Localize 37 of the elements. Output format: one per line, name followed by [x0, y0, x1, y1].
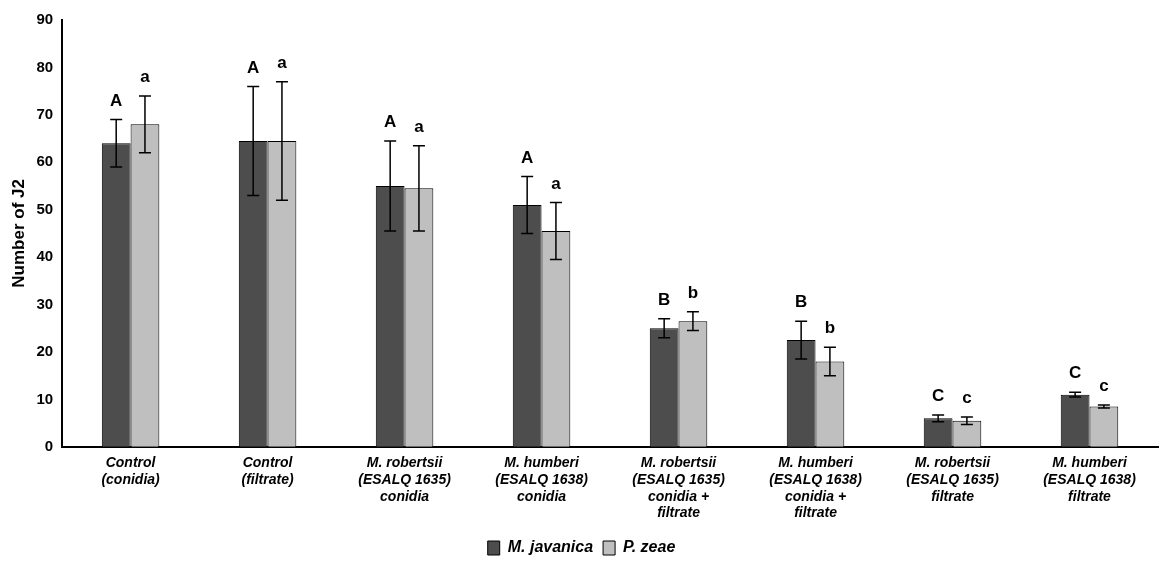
- legend-label: P. zeae: [623, 538, 676, 556]
- annotation: B: [795, 292, 808, 312]
- y-tick-label: 40: [36, 247, 54, 265]
- annotation: a: [414, 116, 425, 136]
- y-tick-label: 0: [44, 436, 54, 454]
- x-tick-label: M. humberi (ESALQ 1638) conidia: [495, 454, 589, 504]
- y-tick-label: 50: [36, 199, 54, 217]
- annotation: a: [551, 173, 562, 193]
- annotation: b: [687, 282, 699, 302]
- y-axis-title: Number of J2: [8, 179, 28, 288]
- y-tick-label: 90: [36, 10, 54, 28]
- legend-label: M. javanica: [507, 538, 594, 556]
- annotation: A: [247, 57, 260, 77]
- annotation: A: [110, 90, 123, 110]
- x-tick-label: M. humberi (ESALQ 1638) filtrate: [1043, 454, 1137, 504]
- y-tick-label: 80: [36, 57, 54, 75]
- annotation: C: [1068, 363, 1082, 383]
- y-tick-label: 70: [36, 104, 54, 122]
- y-tick-label: 60: [36, 152, 54, 170]
- x-tick-label: Control (conidia): [101, 454, 161, 487]
- x-tick-label: M. robertsii (ESALQ 1635) conidia: [358, 454, 452, 504]
- annotation: b: [824, 318, 836, 338]
- x-tick-label: Control (filtrate): [241, 454, 294, 487]
- x-tick-label: M. robertsii (ESALQ 1635) conidia + filtrate: [632, 454, 726, 521]
- y-tick-label: 30: [36, 294, 54, 312]
- annotation: a: [140, 67, 151, 87]
- y-tick-label: 20: [36, 342, 54, 360]
- annotation: B: [658, 289, 671, 309]
- x-tick-label: M. humberi (ESALQ 1638) conidia + filtrate: [769, 454, 863, 521]
- annotation: a: [277, 52, 288, 72]
- annotation: A: [521, 147, 534, 167]
- y-tick-label: 10: [36, 389, 54, 407]
- annotation: c: [962, 388, 972, 408]
- annotation: A: [384, 112, 397, 132]
- annotation: c: [1099, 376, 1109, 396]
- annotation: C: [931, 386, 945, 406]
- x-tick-label: M. robertsii (ESALQ 1635) filtrate: [906, 454, 1000, 504]
